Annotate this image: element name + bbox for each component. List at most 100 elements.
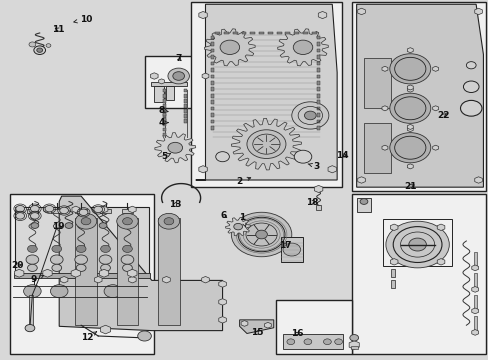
Circle shape [16, 206, 24, 212]
Circle shape [101, 245, 110, 252]
Polygon shape [389, 258, 397, 265]
Bar [211, 68, 214, 72]
Circle shape [172, 72, 184, 80]
Bar [144, 56, 215, 108]
Circle shape [27, 264, 37, 271]
Bar [211, 87, 214, 91]
Bar [183, 114, 186, 118]
Polygon shape [127, 269, 137, 277]
Bar [316, 75, 319, 78]
Bar [473, 295, 476, 309]
Polygon shape [407, 164, 412, 169]
Text: 17: 17 [278, 241, 291, 250]
Polygon shape [72, 206, 80, 213]
Circle shape [252, 134, 279, 154]
Bar [183, 104, 186, 108]
Bar [211, 113, 214, 117]
Polygon shape [15, 269, 24, 277]
Bar [190, 3, 341, 187]
Bar [356, 198, 370, 212]
Polygon shape [471, 308, 478, 314]
Polygon shape [128, 206, 136, 213]
Bar [363, 123, 390, 173]
Polygon shape [195, 4, 336, 180]
Bar [259, 32, 264, 34]
Bar [183, 109, 186, 113]
Text: 12: 12 [81, 332, 97, 342]
Circle shape [304, 339, 311, 345]
Text: 19: 19 [52, 222, 64, 231]
Circle shape [99, 223, 107, 228]
Circle shape [77, 285, 95, 298]
Bar [163, 99, 166, 103]
Circle shape [30, 213, 39, 219]
Polygon shape [71, 269, 80, 277]
Text: 9: 9 [31, 275, 43, 284]
Bar [316, 205, 321, 211]
Circle shape [323, 339, 330, 345]
Circle shape [286, 339, 294, 345]
Polygon shape [202, 73, 208, 79]
Circle shape [334, 339, 342, 345]
Polygon shape [100, 325, 110, 334]
Polygon shape [471, 287, 478, 292]
Polygon shape [277, 29, 328, 66]
Polygon shape [314, 185, 322, 193]
Polygon shape [432, 106, 438, 111]
Circle shape [163, 218, 173, 225]
Circle shape [52, 264, 61, 271]
Polygon shape [432, 66, 438, 71]
Bar [183, 120, 186, 123]
Circle shape [293, 40, 312, 54]
Bar [211, 107, 214, 111]
Polygon shape [436, 258, 444, 265]
Polygon shape [150, 73, 158, 79]
Polygon shape [204, 29, 255, 66]
Polygon shape [218, 299, 226, 305]
Bar [473, 316, 476, 330]
Bar [390, 269, 394, 277]
Bar [163, 128, 166, 131]
Polygon shape [94, 276, 102, 283]
Polygon shape [241, 320, 247, 326]
Bar [473, 252, 476, 266]
Bar [29, 296, 33, 328]
Bar [276, 300, 351, 354]
Circle shape [460, 100, 481, 116]
Bar [211, 42, 214, 46]
Circle shape [65, 223, 73, 228]
Polygon shape [389, 224, 397, 230]
Circle shape [25, 324, 35, 332]
Polygon shape [128, 276, 136, 283]
Bar [316, 55, 319, 59]
Bar [316, 100, 319, 104]
Bar [211, 49, 214, 52]
Bar [51, 210, 62, 213]
Bar [211, 55, 214, 59]
Circle shape [122, 218, 132, 225]
Polygon shape [407, 87, 412, 92]
Polygon shape [327, 166, 336, 173]
Polygon shape [16, 206, 23, 213]
Polygon shape [407, 48, 412, 53]
Bar [473, 273, 476, 288]
Bar [163, 89, 166, 93]
Text: 7: 7 [175, 54, 182, 63]
Bar [211, 120, 214, 123]
Circle shape [158, 213, 179, 229]
Bar [267, 32, 272, 34]
Bar [154, 86, 163, 102]
Bar [163, 120, 166, 123]
Bar [351, 194, 485, 354]
Bar [163, 104, 166, 108]
Circle shape [349, 334, 358, 341]
Bar [163, 114, 166, 118]
Bar [282, 334, 343, 349]
Circle shape [31, 223, 39, 228]
Text: 8: 8 [158, 105, 168, 114]
Polygon shape [155, 133, 195, 163]
Text: 4: 4 [158, 118, 168, 127]
Circle shape [79, 209, 88, 216]
Bar [351, 3, 485, 191]
Circle shape [359, 199, 367, 204]
